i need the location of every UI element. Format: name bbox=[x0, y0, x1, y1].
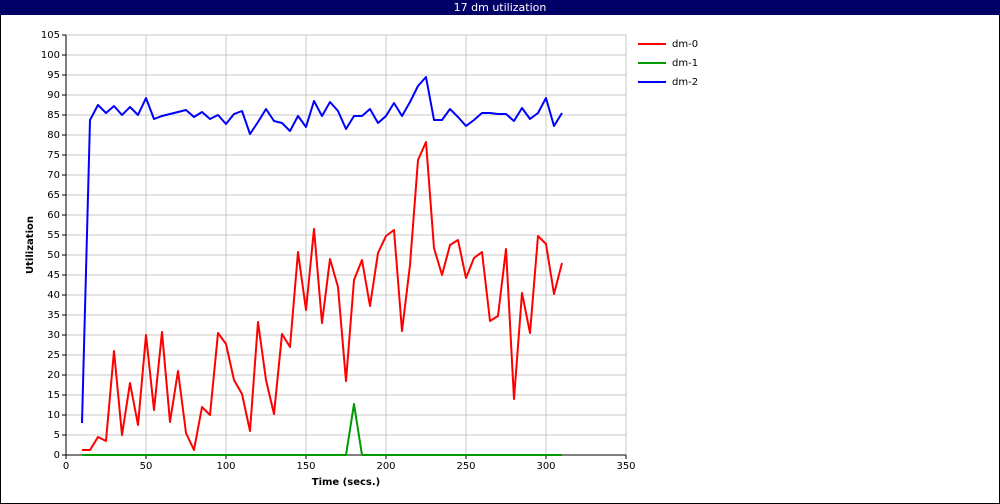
y-tick-label: 45 bbox=[47, 270, 60, 281]
y-tick-label: 10 bbox=[47, 410, 60, 421]
legend-label: dm-2 bbox=[672, 77, 698, 88]
series-line bbox=[81, 76, 563, 424]
x-tick-label: 350 bbox=[616, 461, 635, 472]
x-tick-label: 250 bbox=[456, 461, 475, 472]
y-tick-label: 15 bbox=[47, 390, 60, 401]
y-tick-label: 40 bbox=[47, 290, 60, 301]
y-tick-label: 65 bbox=[47, 190, 60, 201]
y-tick-label: 70 bbox=[47, 170, 60, 181]
legend-label: dm-0 bbox=[672, 39, 698, 50]
y-tick-label: 25 bbox=[47, 350, 60, 361]
y-tick-label: 90 bbox=[47, 90, 60, 101]
y-axis-title: Utilization bbox=[25, 216, 36, 274]
x-tick-label: 200 bbox=[376, 461, 395, 472]
x-tick-label: 50 bbox=[140, 461, 153, 472]
y-tick-label: 55 bbox=[47, 230, 60, 241]
y-tick-label: 50 bbox=[47, 250, 60, 261]
y-tick-label: 35 bbox=[47, 310, 60, 321]
y-tick-label: 75 bbox=[47, 150, 60, 161]
plot-area bbox=[65, 34, 627, 456]
title-bar bbox=[0, 0, 1000, 15]
y-tick-label: 100 bbox=[41, 50, 60, 61]
series-line bbox=[82, 403, 562, 456]
y-tick-label: 95 bbox=[47, 70, 60, 81]
series-line bbox=[82, 141, 563, 451]
y-tick-label: 0 bbox=[54, 450, 60, 461]
x-tick-label: 100 bbox=[216, 461, 235, 472]
chart-title: 17 dm utilization bbox=[454, 1, 547, 14]
legend-label: dm-1 bbox=[672, 58, 698, 69]
y-tick-label: 60 bbox=[47, 210, 60, 221]
y-tick-label: 30 bbox=[47, 330, 60, 341]
x-tick-label: 300 bbox=[536, 461, 555, 472]
y-tick-label: 85 bbox=[47, 110, 60, 121]
y-tick-label: 80 bbox=[47, 130, 60, 141]
x-tick-label: 0 bbox=[63, 461, 69, 472]
y-tick-label: 20 bbox=[47, 370, 60, 381]
x-tick-label: 150 bbox=[296, 461, 315, 472]
y-tick-label: 5 bbox=[54, 430, 60, 441]
x-axis-title: Time (secs.) bbox=[312, 477, 381, 488]
y-tick-label: 105 bbox=[41, 30, 60, 41]
